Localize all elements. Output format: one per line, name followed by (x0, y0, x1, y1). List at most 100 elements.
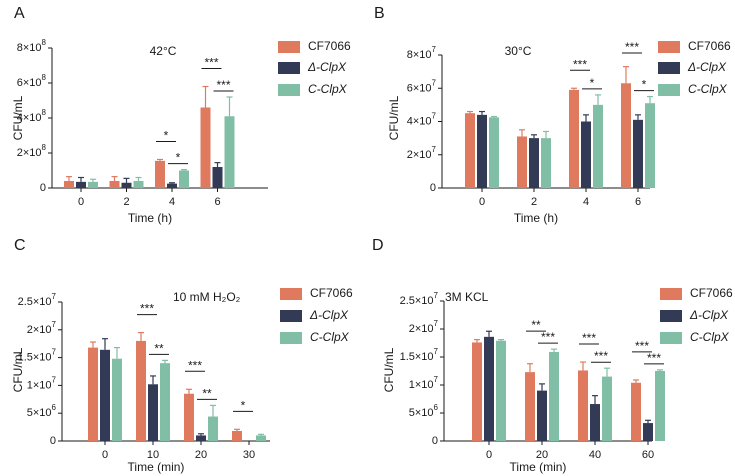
panel-b-bar-CF7066-4 (569, 89, 579, 188)
panel-a-legend-label: Δ-ClpX (307, 60, 347, 74)
panel-c-legend-swatch (280, 288, 302, 300)
panel-a-ytick-label: 6×108 (17, 73, 47, 89)
panel-b-bar-ClpX-4 (581, 121, 591, 188)
panel-c-xtick-label: 0 (102, 449, 108, 461)
panel-a-bar-ClpX-2 (121, 182, 132, 188)
panel-a-ytick-exponent: 8 (42, 38, 47, 47)
panel-c-letter: C (14, 237, 26, 254)
panel-c-ytick-mantissa: 2×10 (27, 324, 52, 336)
panel-d-legend-label: Δ-ClpX (689, 308, 729, 322)
panel-c-bar-ClpX-20 (196, 435, 206, 441)
panel-a-legend-label: CF7066 (308, 39, 351, 53)
panel-b-ytick-exponent: 7 (432, 78, 437, 87)
panel-b-ytick-exponent: 7 (432, 45, 437, 54)
panel-b-bar-CClpX-2 (541, 138, 551, 188)
panel-a-xtick-label: 6 (214, 196, 220, 208)
panel-d-ytick-label: 2.5×107 (400, 291, 439, 307)
panel-b-bar-ClpX-6 (633, 119, 643, 188)
panel-a-bar-ClpX-0 (76, 181, 86, 188)
panel-a-bar-CF7066-4 (155, 160, 165, 188)
panel-b-ytick-label: 8×107 (407, 45, 437, 61)
panel-d-sig-label: ** (531, 318, 541, 332)
panel-c-ytick-exponent: 6 (52, 403, 57, 412)
panel-a-ytick-mantissa: 0 (40, 182, 46, 194)
panel-a-bar-ClpX-6 (212, 167, 223, 188)
panel-d-ytick-mantissa: 1.5×10 (400, 351, 434, 363)
panel-b-title: 30°C (505, 44, 532, 58)
panel-d-sig-label: *** (635, 339, 649, 353)
panel-b-xtick-label: 6 (635, 196, 641, 208)
panel-b-bar-CF7066-2 (517, 136, 527, 188)
panel-d-title: 3M KCL (445, 290, 489, 304)
panel-c-legend-swatch (280, 310, 302, 322)
panel-c-sig-label: ** (154, 341, 164, 355)
panel-d-bar-ClpX-40 (590, 404, 600, 441)
panel-a-xtick-label: 4 (169, 196, 175, 208)
panel-c: C10 mM H₂O₂05×1061×1071.5×1072×1072.5×10… (11, 237, 353, 474)
panel-b-bar-CF7066-6 (621, 83, 631, 188)
panel-a-bar-CClpX-2 (133, 181, 144, 188)
panel-b-xlabel: Time (h) (514, 211, 558, 225)
panel-d-ytick-label: 0 (432, 435, 438, 447)
panel-d-bar-CClpX-60 (655, 371, 665, 441)
panel-c-sig-label: *** (140, 302, 154, 316)
panel-a-ytick-exponent: 8 (42, 108, 47, 117)
panel-c-ytick-label: 5×106 (27, 403, 57, 419)
panel-a-ytick-mantissa: 4×10 (17, 112, 42, 124)
panel-d-ytick-label: 5×106 (409, 403, 439, 419)
panel-b-ytick-mantissa: 4×10 (407, 115, 432, 127)
panel-c-bar-CClpX-0 (112, 358, 122, 441)
panel-b-sig-label: *** (625, 40, 639, 54)
panel-c-bar-CClpX-30 (256, 435, 266, 441)
panel-a-ytick-exponent: 8 (42, 143, 47, 152)
panel-a-ytick-label: 8×108 (17, 38, 47, 54)
panel-d: D3M KCL05×1061×1071.5×1072×1072.5×107CFU… (372, 237, 733, 474)
panel-b-xtick-label: 0 (479, 196, 485, 208)
panel-b-ytick-label: 4×107 (407, 112, 437, 128)
panel-c-xlabel: Time (min) (128, 460, 185, 474)
panel-a-xlabel: Time (h) (128, 211, 172, 225)
panel-d-legend-label: C-ClpX (690, 330, 730, 344)
panel-d-legend-swatch (660, 288, 682, 300)
panel-a-sig-label: * (164, 128, 169, 142)
panel-b-ytick-mantissa: 6×10 (407, 82, 432, 94)
panel-b-ytick-label: 6×107 (407, 78, 437, 94)
panel-d-ytick-exponent: 7 (434, 291, 439, 300)
panel-c-bar-CClpX-10 (160, 363, 170, 441)
panel-a-ytick-mantissa: 2×10 (17, 147, 42, 159)
panel-b-sig-label: * (642, 78, 647, 92)
panel-b-bar-ClpX-0 (477, 114, 487, 188)
panel-c-title: 10 mM H₂O₂ (173, 290, 241, 304)
panel-a-bar-CClpX-4 (179, 170, 189, 188)
panel-b-xtick-label: 4 (583, 196, 589, 208)
panel-c-ytick-mantissa: 1.5×10 (18, 352, 52, 364)
panel-d-bar-CF7066-20 (525, 372, 535, 441)
panel-d-sig-label: *** (582, 331, 596, 345)
panel-c-ytick-exponent: 7 (52, 292, 57, 301)
panel-c-sig-label: *** (188, 358, 202, 372)
panel-d-xlabel: Time (min) (510, 460, 567, 474)
panel-c-ytick-mantissa: 0 (50, 435, 56, 447)
panel-a-ylabel: CFU/mL (11, 95, 25, 140)
panel-b-letter: B (374, 5, 385, 22)
panel-b-ytick-label: 0 (430, 182, 436, 194)
panel-a-bar-CClpX-6 (224, 116, 235, 188)
panel-b-ytick-exponent: 7 (432, 145, 437, 154)
panel-d-xtick-label: 60 (642, 449, 654, 461)
panel-b-legend-label: C-ClpX (688, 82, 728, 96)
panel-c-bar-CF7066-20 (184, 393, 194, 441)
panel-c-sig-label: ** (202, 386, 212, 400)
panel-c-ytick-label: 2.5×107 (18, 292, 57, 308)
panel-c-bar-CF7066-0 (88, 347, 98, 441)
panel-d-bar-CF7066-40 (578, 370, 588, 441)
panel-c-bar-CF7066-10 (136, 340, 146, 441)
panel-b-bar-CClpX-6 (645, 103, 655, 188)
panel-d-legend-swatch (660, 332, 682, 344)
panel-c-ytick-mantissa: 5×10 (27, 407, 52, 419)
panel-d-xtick-label: 20 (536, 449, 548, 461)
panel-a-title: 42°C (150, 44, 177, 58)
panel-a-bar-CF7066-0 (64, 181, 74, 188)
panel-b-legend-swatch (658, 41, 680, 53)
